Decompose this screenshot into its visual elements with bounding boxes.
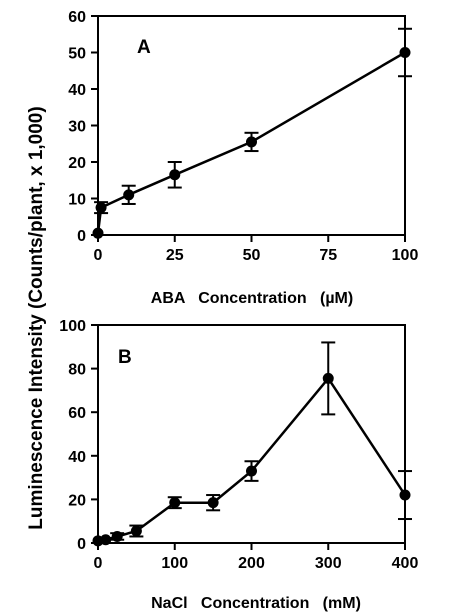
y-tick-label: 30 (68, 119, 86, 136)
x-tick-label: 100 (161, 555, 188, 572)
y-tick-label: 40 (68, 82, 86, 99)
data-point (207, 497, 219, 509)
y-tick-label: 40 (68, 449, 86, 466)
data-point (123, 189, 135, 201)
x-tick-label: 300 (315, 555, 342, 572)
data-point (100, 534, 112, 546)
y-tick-label: 20 (68, 492, 86, 509)
data-point (111, 530, 123, 542)
x-tick-label: 0 (94, 555, 103, 572)
y-tick-label: 60 (68, 9, 86, 26)
data-point (322, 372, 334, 384)
series-line (97, 376, 407, 543)
x-axis-title-b: NaCl Concentration (mM) (151, 595, 361, 612)
y-tick-label: 20 (68, 155, 86, 172)
data-point (246, 465, 257, 477)
x-tick-label: 100 (392, 247, 419, 264)
data-point (169, 497, 181, 509)
x-axis-title-a: ABA Concentration (µM) (151, 290, 353, 307)
x-tick-label: 75 (319, 247, 337, 264)
data-point (399, 489, 411, 501)
y-axis-title: Luminescence Intensity (Counts/plant, x … (26, 106, 47, 529)
data-point (92, 227, 104, 239)
panel-b: B NaCl Concentration (mM) 0 20 40 60 80 100 0 1… (59, 318, 418, 612)
y-tick-label: 60 (68, 405, 86, 422)
data-point (169, 169, 181, 181)
y-tick-label: 50 (68, 46, 86, 63)
data-point (246, 136, 257, 148)
x-tick-label: 50 (243, 247, 261, 264)
panel-label-a: A (137, 37, 151, 58)
x-tick-label: 400 (392, 555, 419, 572)
x-tick-label: 200 (238, 555, 265, 572)
y-tick-label: 10 (68, 192, 86, 209)
y-tick-label: 100 (59, 318, 86, 335)
data-point (130, 525, 142, 537)
x-tick-label: 0 (94, 247, 103, 264)
x-tick-label: 25 (166, 247, 184, 264)
panel-label-b: B (118, 347, 132, 368)
data-point (95, 202, 107, 214)
data-point (399, 47, 411, 58)
panel-a: A ABA Concentration (µM) 0 10 20 30 40 50 60 0 2… (68, 9, 418, 307)
y-tick-label: 0 (77, 536, 86, 553)
plot-frame-b (97, 324, 406, 544)
y-tick-label: 0 (77, 228, 86, 245)
y-tick-label: 80 (68, 362, 86, 379)
